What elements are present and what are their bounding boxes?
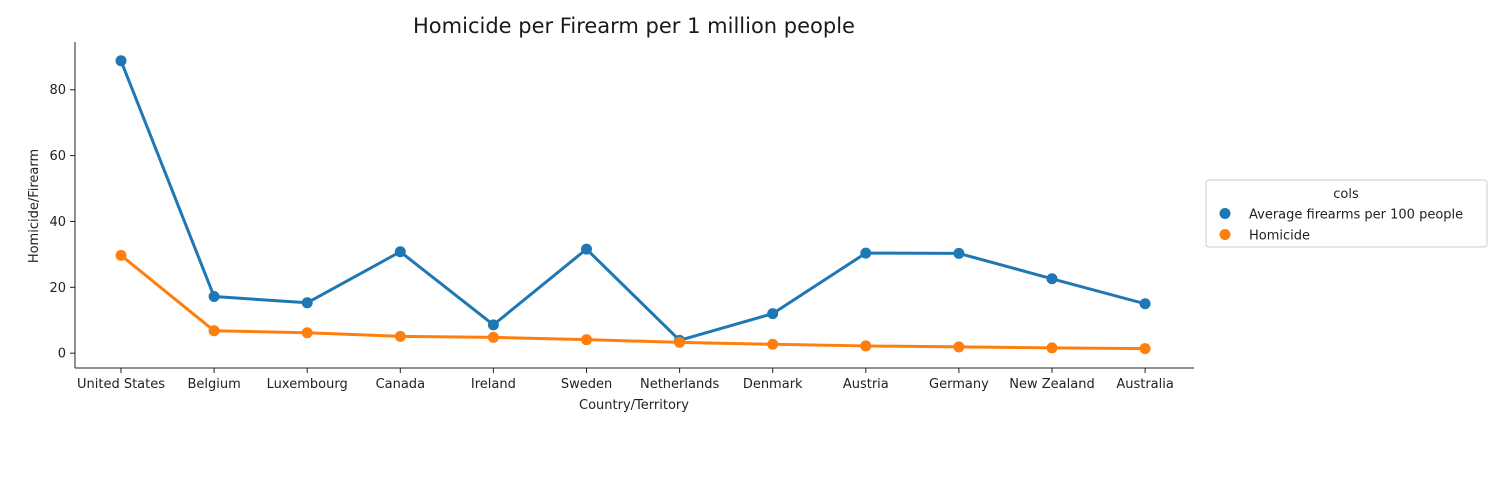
legend-title: cols bbox=[1333, 187, 1359, 202]
x-tick-label: United States bbox=[77, 377, 165, 392]
legend-label: Average firearms per 100 people bbox=[1249, 208, 1463, 223]
x-tick-label: Austria bbox=[843, 377, 889, 392]
legend-entries: Average firearms per 100 people Homicide bbox=[1219, 208, 1463, 244]
y-tick-label: 20 bbox=[49, 281, 66, 296]
x-tick-label: Ireland bbox=[471, 377, 516, 392]
series-0-point bbox=[1046, 273, 1058, 285]
series-1-point bbox=[394, 330, 406, 342]
series-0-point bbox=[953, 247, 965, 259]
y-tick-label: 80 bbox=[49, 83, 66, 98]
y-tick-label: 60 bbox=[49, 149, 66, 164]
series-1-point bbox=[208, 325, 220, 337]
x-tick-label: Denmark bbox=[743, 377, 803, 392]
series-1-point bbox=[674, 336, 686, 348]
legend-marker bbox=[1219, 229, 1231, 240]
series-0-point bbox=[767, 308, 779, 320]
series-0-point bbox=[487, 319, 499, 331]
legend-label: Homicide bbox=[1249, 229, 1310, 244]
y-ticks: 0 20 40 60 80 bbox=[49, 83, 75, 362]
series-0-point bbox=[208, 291, 220, 303]
series-0-point bbox=[115, 55, 127, 67]
x-tick-label: Canada bbox=[376, 377, 425, 392]
series-1-point bbox=[487, 331, 499, 343]
legend: cols Average firearms per 100 people Homi… bbox=[1205, 179, 1488, 248]
plot-area: 0 20 40 60 80 United States Belgium Luxembourg… bbox=[49, 42, 1194, 392]
y-axis-label: Homicide/Firearm bbox=[27, 149, 42, 263]
x-axis-label: Country/Territory bbox=[579, 398, 689, 413]
series-1-point bbox=[1139, 343, 1151, 355]
series-0-point bbox=[860, 247, 872, 259]
x-tick-label: Netherlands bbox=[640, 377, 719, 392]
series-1-point bbox=[115, 249, 127, 261]
series-1-point bbox=[1046, 342, 1058, 354]
x-tick-label: Germany bbox=[929, 377, 989, 392]
x-tick-label: Sweden bbox=[561, 377, 612, 392]
x-tick-label: New Zealand bbox=[1009, 377, 1094, 392]
series-1-point bbox=[767, 338, 779, 350]
legend-frame bbox=[1205, 179, 1488, 248]
series-layer bbox=[115, 55, 1151, 355]
series-0-point bbox=[581, 243, 592, 255]
series-1-point bbox=[301, 327, 313, 339]
series-0-point bbox=[301, 297, 313, 309]
series-1-point bbox=[860, 340, 872, 352]
y-tick-label: 0 bbox=[58, 347, 66, 362]
series-1-point bbox=[953, 341, 965, 353]
legend-marker bbox=[1219, 208, 1231, 219]
chart-title: Homicide per Firearm per 1 million peopl… bbox=[413, 14, 855, 38]
series-line-1 bbox=[119, 253, 1147, 351]
x-tick-label: Luxembourg bbox=[267, 377, 348, 392]
y-tick-label: 40 bbox=[49, 215, 66, 230]
x-ticks: United States Belgium Luxembourg Canada Irel… bbox=[77, 368, 1174, 392]
x-tick-label: Australia bbox=[1116, 377, 1174, 392]
series-line-0 bbox=[119, 59, 1147, 342]
series-0-point bbox=[394, 246, 406, 258]
x-tick-label: Belgium bbox=[187, 377, 240, 392]
series-0-point bbox=[1139, 298, 1151, 310]
series-1-point bbox=[581, 334, 592, 346]
